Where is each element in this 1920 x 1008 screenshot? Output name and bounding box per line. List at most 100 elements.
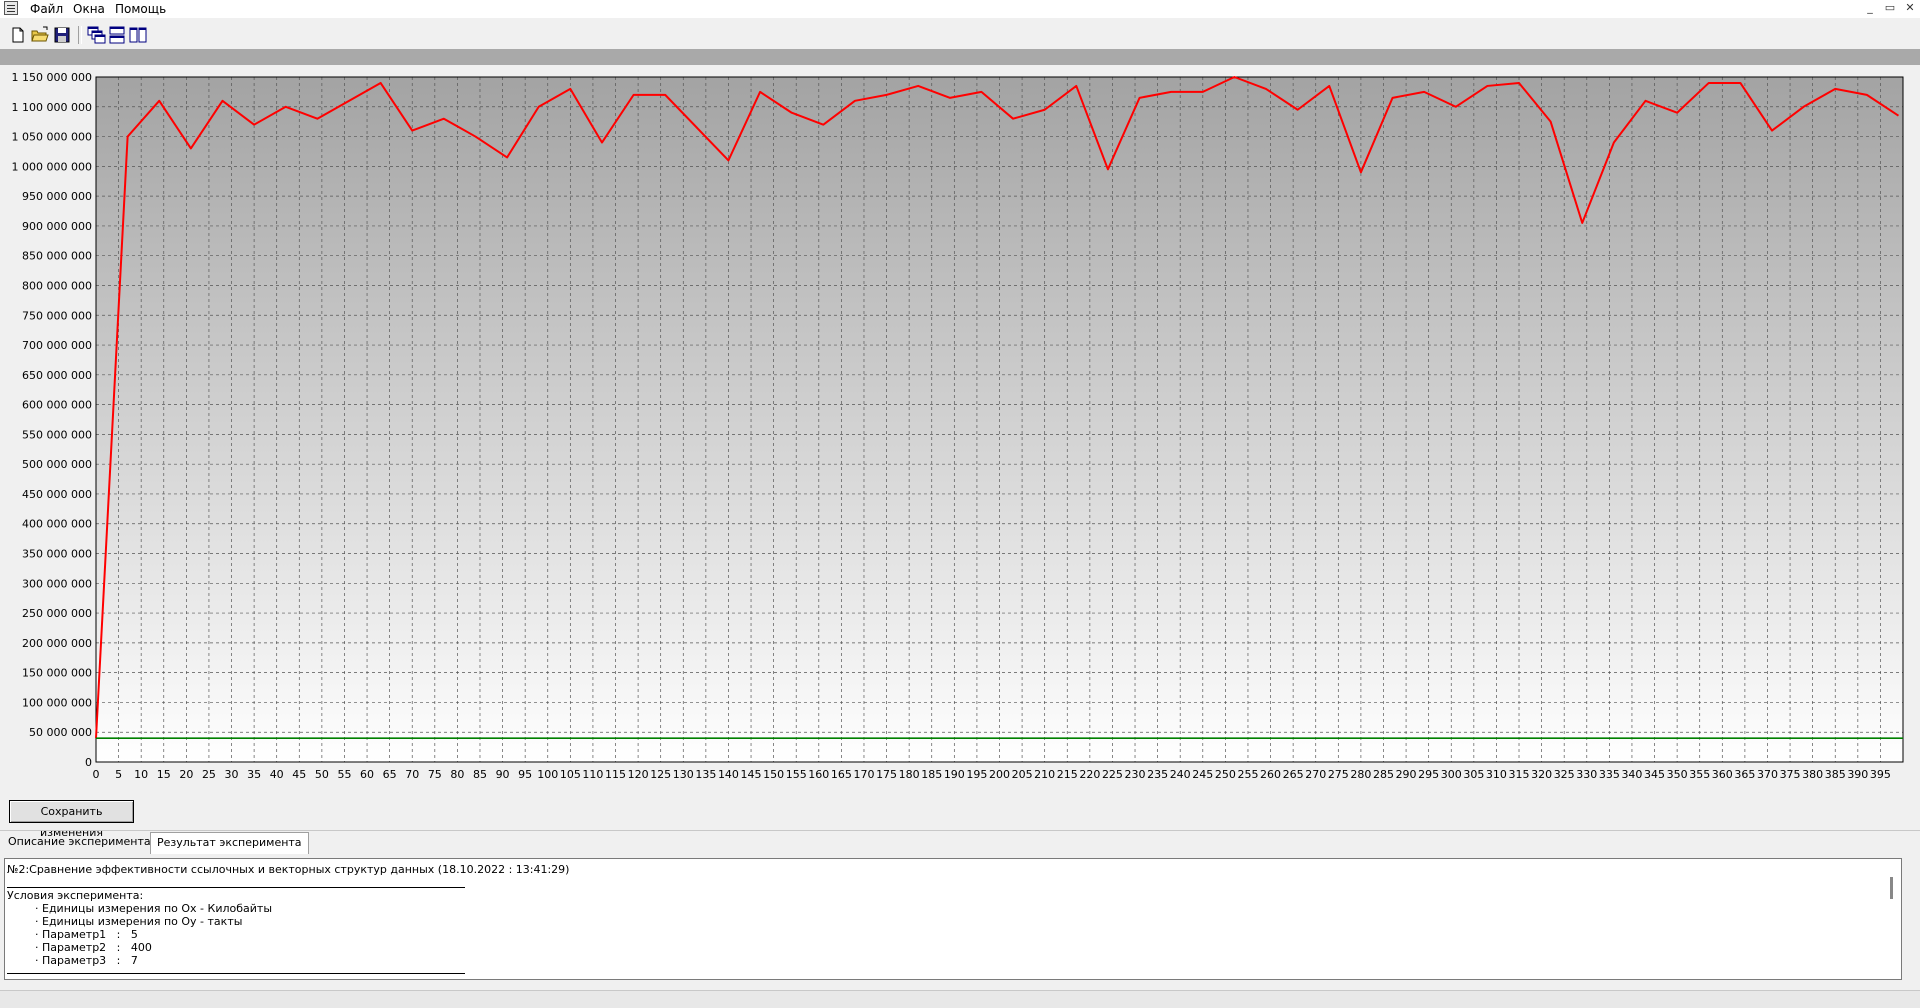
y-tick-label: 800 000 000 [22,279,92,292]
mdi-background [0,49,1920,65]
y-tick-label: 550 000 000 [22,428,92,441]
y-tick-label: 50 000 000 [29,726,92,739]
result-textarea[interactable]: №2:Сравнение эффективности ссылочных и в… [4,858,1902,980]
x-tick-label: 135 [695,768,716,781]
menu-file[interactable]: Файл [30,2,64,16]
open-folder-icon[interactable] [30,25,50,45]
x-tick-label: 40 [270,768,284,781]
save-changes-button[interactable]: Сохранить изменения [9,800,134,839]
tab-experiment-description[interactable]: Описание эксперимента [8,835,151,848]
y-tick-label: 100 000 000 [22,696,92,709]
result-title: №2:Сравнение эффективности ссылочных и в… [7,863,570,876]
x-tick-label: 365 [1734,768,1755,781]
y-tick-label: 700 000 000 [22,339,92,352]
x-tick-label: 55 [337,768,351,781]
x-tick-label: 280 [1350,768,1371,781]
menu-help[interactable]: Помощь [115,2,167,16]
x-tick-label: 15 [157,768,171,781]
y-tick-label: 1 150 000 000 [12,71,92,84]
y-tick-label: 750 000 000 [22,309,92,322]
x-tick-label: 220 [1079,768,1100,781]
restore-icon[interactable]: ▭ [1884,1,1896,14]
conditions-header: Условия эксперимента: [7,889,144,902]
y-tick-label: 450 000 000 [22,488,92,501]
x-tick-label: 60 [360,768,374,781]
y-tick-label: 0 [85,756,92,769]
line-chart: 0 50 000 000 100 000 000 150 000 000 200 000… [12,71,1904,781]
x-tick-label: 360 [1712,768,1733,781]
tile-vertical-icon[interactable] [128,25,148,45]
y-tick-label: 500 000 000 [22,458,92,471]
x-tick-label: 315 [1509,768,1530,781]
splitter[interactable] [0,830,1920,831]
x-tick-label: 275 [1328,768,1349,781]
save-disk-icon[interactable] [52,25,72,45]
y-tick-label: 400 000 000 [22,518,92,531]
x-tick-label: 0 [93,768,100,781]
x-tick-label: 105 [560,768,581,781]
x-tick-label: 370 [1757,768,1778,781]
x-tick-label: 230 [1125,768,1146,781]
x-tick-label: 45 [292,768,306,781]
y-tick-label: 600 000 000 [22,399,92,412]
y-tick-label: 650 000 000 [22,369,92,382]
cascade-windows-icon[interactable] [86,25,106,45]
new-file-icon[interactable] [8,25,28,45]
x-tick-label: 35 [247,768,261,781]
x-tick-label: 335 [1599,768,1620,781]
x-tick-label: 185 [921,768,942,781]
x-tick-label: 395 [1870,768,1891,781]
x-tick-label: 85 [473,768,487,781]
x-tick-label: 300 [1441,768,1462,781]
x-tick-label: 140 [718,768,739,781]
x-tick-label: 175 [876,768,897,781]
x-tick-label: 390 [1847,768,1868,781]
y-tick-label: 850 000 000 [22,250,92,263]
x-tick-label: 205 [1012,768,1033,781]
minimize-icon[interactable]: _ [1867,1,1873,14]
x-tick-label: 20 [179,768,193,781]
menu-windows[interactable]: Окна [73,2,105,16]
separator-line [7,887,465,888]
x-tick-label: 125 [650,768,671,781]
x-tick-label: 320 [1531,768,1552,781]
x-tick-label: 110 [582,768,603,781]
x-tick-label: 150 [763,768,784,781]
x-tick-label: 25 [202,768,216,781]
x-tick-label: 290 [1396,768,1417,781]
chart-panel: 0 50 000 000 100 000 000 150 000 000 200 000… [0,65,1920,791]
x-tick-label: 380 [1802,768,1823,781]
scrollbar-thumb[interactable] [1890,877,1893,899]
separator-line [7,973,465,974]
x-tick-label: 170 [853,768,874,781]
x-tick-label: 345 [1644,768,1665,781]
x-tick-label: 120 [628,768,649,781]
x-tick-label: 160 [808,768,829,781]
x-tick-label: 145 [741,768,762,781]
x-tick-label: 305 [1463,768,1484,781]
x-tick-label: 235 [1147,768,1168,781]
y-tick-label: 300 000 000 [22,577,92,590]
x-tick-label: 355 [1689,768,1710,781]
tab-experiment-result[interactable]: Результат эксперимента [150,832,309,854]
x-tick-label: 210 [1034,768,1055,781]
x-tick-label: 80 [450,768,464,781]
y-tick-label: 150 000 000 [22,667,92,680]
series-line [95,76,1900,739]
vertical-scrollbar[interactable] [1885,861,1899,977]
y-tick-label: 200 000 000 [22,637,92,650]
x-tick-label: 155 [786,768,807,781]
close-icon[interactable]: ✕ [1905,1,1915,14]
x-tick-label: 70 [405,768,419,781]
x-tick-label: 265 [1283,768,1304,781]
x-tick-label: 375 [1780,768,1801,781]
y-tick-label: 350 000 000 [22,548,92,561]
y-tick-label: 1 100 000 000 [12,101,92,114]
x-tick-label: 385 [1825,768,1846,781]
toolbar [0,22,1920,48]
x-tick-label: 330 [1576,768,1597,781]
condition-line: · Параметр3 : 7 [35,954,138,967]
app-icon[interactable] [4,1,18,15]
x-tick-label: 50 [315,768,329,781]
tile-horizontal-icon[interactable] [107,25,127,45]
